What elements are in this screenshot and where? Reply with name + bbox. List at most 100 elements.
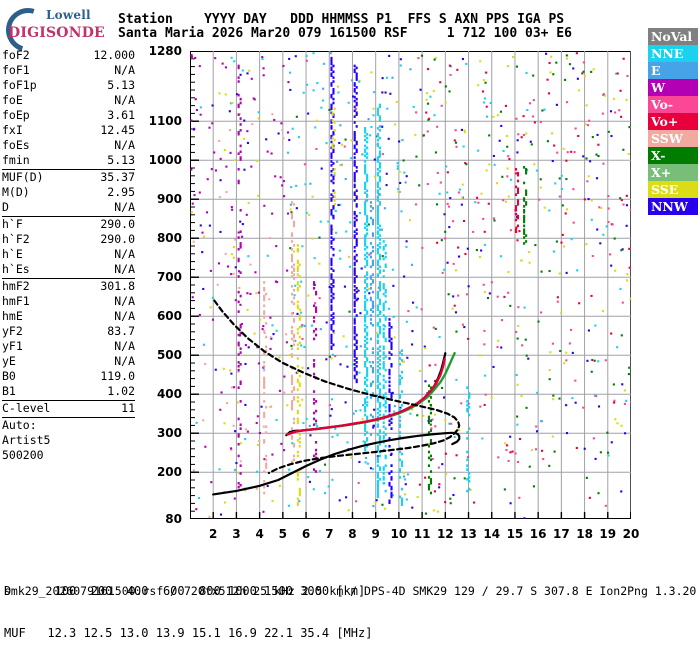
param-key: hmE — [2, 309, 23, 324]
x-axis-tick-label: 14 — [483, 527, 500, 541]
y-axis-tick-label: 800 — [157, 231, 182, 245]
param-value: 2.95 — [107, 185, 135, 200]
param-value: N/A — [114, 200, 135, 215]
legend-item-nnw[interactable]: NNW — [648, 198, 698, 215]
x-axis-tick-label: 20 — [623, 527, 640, 541]
legend-item-ssw[interactable]: SSW — [648, 130, 698, 147]
noise-echo-points — [190, 52, 631, 519]
x-axis-tick-label: 19 — [599, 527, 616, 541]
param-key: yF1 — [2, 339, 23, 354]
legend-item-vo[interactable]: Vo- — [648, 96, 698, 113]
param-value: 3.61 — [107, 108, 135, 123]
legend-item-w[interactable]: W — [648, 79, 698, 96]
param-row-hmf2: hmF2 301.8 — [2, 279, 135, 294]
param-value: N/A — [114, 63, 135, 78]
legend-item-sse[interactable]: SSE — [648, 181, 698, 198]
legend-item-e[interactable]: E — [648, 62, 698, 79]
x-axis-tick-label: 2 — [209, 527, 217, 541]
param-value: 12.45 — [100, 123, 135, 138]
param-value: N/A — [114, 339, 135, 354]
param-value: 35.37 — [100, 170, 135, 185]
y-axis-tick-label: 1100 — [149, 114, 182, 128]
param-key: hmF2 — [2, 279, 30, 294]
param-key: yE — [2, 354, 16, 369]
param-key: B1 — [2, 384, 16, 399]
header-values-row: Santa Maria 2026 Mar20 079 161500 RSF 1 … — [118, 26, 572, 41]
grid-lines — [190, 51, 631, 519]
param-key: foEs — [2, 138, 30, 153]
param-key: foEp — [2, 108, 30, 123]
auto-scaler-line: 500200 — [2, 448, 135, 463]
param-row-yf1: yF1 N/A — [2, 339, 135, 354]
digisonde-logo: Lowell DIGISONDE — [2, 6, 108, 48]
param-key: B0 — [2, 369, 16, 384]
param-value: N/A — [114, 294, 135, 309]
param-value: 5.13 — [107, 153, 135, 168]
x-axis-tick-label: 13 — [460, 527, 477, 541]
y-axis-tick-label: 300 — [157, 426, 182, 440]
y-axis-tick-label: 200 — [157, 465, 182, 479]
y-axis-tick-label: 1280 — [149, 44, 182, 58]
auto-scaler-line: Artist5 — [2, 433, 135, 448]
param-value: N/A — [114, 247, 135, 262]
x-axis-tick-label: 6 — [302, 527, 310, 541]
param-key: foF1p — [2, 78, 37, 93]
x-axis-tick-label: 3 — [232, 527, 240, 541]
param-row-foep: foEp 3.61 — [2, 108, 135, 123]
param-key: foF2 — [2, 48, 30, 63]
param-row-fof1: foF1 N/A — [2, 63, 135, 78]
param-value: 290.0 — [100, 232, 135, 247]
legend-item-x[interactable]: X- — [648, 147, 698, 164]
legend-item-vo[interactable]: Vo+ — [648, 113, 698, 130]
muf-table: D 100 200 400 600 800 1000 1500 3000 [km… — [4, 556, 372, 654]
y-axis-tick-label: 80 — [165, 512, 182, 526]
param-row-clevel: C-level 11 — [2, 401, 135, 416]
y-axis-tick-label: 900 — [157, 192, 182, 206]
param-value: N/A — [114, 354, 135, 369]
param-value: 119.0 — [100, 369, 135, 384]
param-group: C-level 11 — [2, 401, 135, 418]
param-key: M(D) — [2, 185, 30, 200]
x-axis-tick-label: 10 — [391, 527, 408, 541]
param-row-b0: B0 119.0 — [2, 369, 135, 384]
param-key: foF1 — [2, 63, 30, 78]
x-axis-tick-label: 7 — [325, 527, 333, 541]
x-axis-tick-label: 12 — [437, 527, 454, 541]
param-value: 83.7 — [107, 324, 135, 339]
legend-item-x[interactable]: X+ — [648, 164, 698, 181]
param-key: C-level — [2, 401, 50, 416]
auto-scaler-line: Auto: — [2, 418, 135, 433]
param-value: 11 — [121, 401, 135, 416]
param-row-mufd: MUF(D)35.37 — [2, 170, 135, 185]
y-axis-tick-label: 500 — [157, 348, 182, 362]
param-value: 301.8 — [100, 279, 135, 294]
param-row-hmf1: hmF1 N/A — [2, 294, 135, 309]
ionogram-canvas — [190, 51, 631, 519]
param-row-hf2: h`F2 290.0 — [2, 232, 135, 247]
legend-item-nne[interactable]: NNE — [648, 45, 698, 62]
param-key: h`E — [2, 247, 23, 262]
source-file-line: smk29_2026079161500.rsf / 720fx512h 25 k… — [4, 584, 696, 598]
logo-digisonde-text: DIGISONDE — [8, 25, 105, 41]
param-key: h`F2 — [2, 232, 30, 247]
param-value: 12.000 — [93, 48, 135, 63]
param-value: N/A — [114, 93, 135, 108]
param-key: hmF1 — [2, 294, 30, 309]
header-labels-row: Station YYYY DAY DDD HHMMSS P1 FFS S AXN… — [118, 12, 564, 27]
x-axis-tick-label: 5 — [279, 527, 287, 541]
legend-item-noval[interactable]: NoVal — [648, 28, 698, 45]
